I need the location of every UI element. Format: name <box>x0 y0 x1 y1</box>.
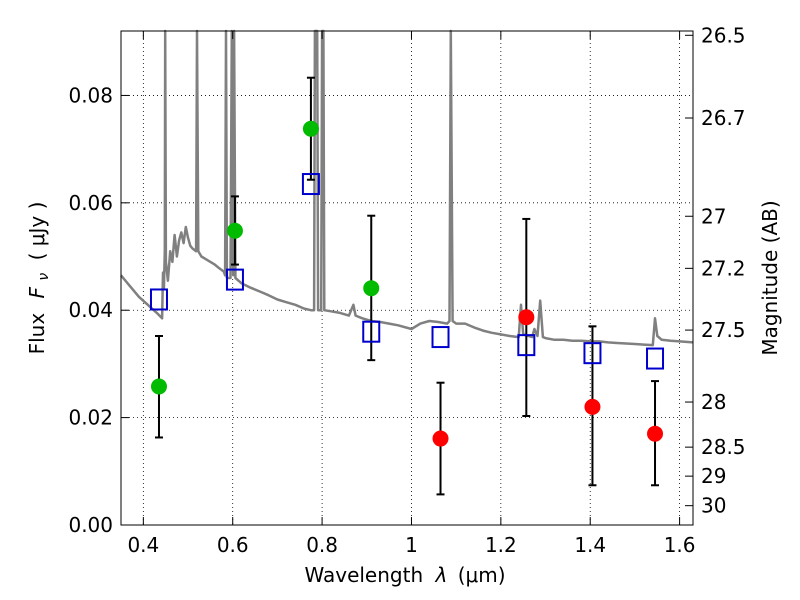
y-axis-title-subscript: ν <box>36 273 52 281</box>
magnitude-axis-title: Magnitude (AB) <box>758 200 782 355</box>
x-tick-label: 1.2 <box>485 533 517 557</box>
red-photometry-point <box>647 425 664 442</box>
x-tick-label: 0.4 <box>127 533 159 557</box>
magnitude-tick-label: 27.2 <box>701 256 746 280</box>
y-tick-label: 0.04 <box>68 298 113 322</box>
green-photometry-point <box>226 222 243 239</box>
magnitude-tick-label: 29 <box>701 464 726 488</box>
x-tick-label: 1.6 <box>664 533 696 557</box>
model-flux-square <box>362 320 381 343</box>
model-flux-square <box>517 334 536 357</box>
marker-layer <box>149 120 665 447</box>
model-flux-square <box>646 347 665 370</box>
y-tick-label: 0.00 <box>68 513 113 537</box>
model-flux-square <box>225 268 244 291</box>
x-tick-label: 1.4 <box>574 533 606 557</box>
y-tick-label: 0.02 <box>68 406 113 430</box>
spectrum-layer <box>120 29 694 347</box>
model-flux-square <box>149 288 168 311</box>
x-axis-title-symbol: λ <box>435 563 448 587</box>
red-photometry-point <box>432 430 449 447</box>
y-axis-title-unit: ( μJy ) <box>25 202 49 261</box>
magnitude-axis-ticks: 26.5 26.7 27 27.2 27.5 28 28.5 29 30 <box>685 23 746 518</box>
y-axis-title-prefix: Flux <box>25 313 49 355</box>
x-axis-title-prefix: Wavelength <box>304 563 423 587</box>
green-photometry-point <box>363 280 380 297</box>
grid <box>121 31 693 526</box>
x-tick-label: 0.8 <box>306 533 338 557</box>
x-tick-label: 1 <box>405 533 418 557</box>
y-axis-ticks: 0.00 0.02 0.04 0.06 0.08 <box>68 83 129 537</box>
model-spectrum-line <box>120 29 694 347</box>
model-flux-square <box>431 326 450 349</box>
magnitude-tick-label: 26.5 <box>701 23 746 47</box>
model-flux-square <box>301 173 320 196</box>
y-axis-title: Flux F ν ( μJy ) <box>25 202 53 355</box>
model-flux-square <box>583 342 602 365</box>
red-photometry-point <box>518 309 535 326</box>
magnitude-tick-label: 28 <box>701 390 726 414</box>
x-tick-label: 0.6 <box>217 533 249 557</box>
x-axis-title: Wavelength λ (μm) <box>304 563 505 587</box>
y-tick-label: 0.06 <box>68 191 113 215</box>
magnitude-tick-label: 27.5 <box>701 318 746 342</box>
red-photometry-point <box>584 398 601 415</box>
green-photometry-point <box>302 120 319 137</box>
green-photometry-point <box>150 378 167 395</box>
y-axis-title-symbol: F <box>25 286 49 298</box>
magnitude-tick-label: 30 <box>701 494 726 518</box>
magnitude-tick-label: 26.7 <box>701 106 746 130</box>
plot-frame <box>120 30 694 526</box>
magnitude-tick-label: 28.5 <box>701 435 746 459</box>
x-axis-title-unit: (μm) <box>458 563 506 587</box>
y-tick-label: 0.08 <box>68 83 113 107</box>
x-axis-ticks: 0.4 0.6 0.8 1 1.2 1.4 1.6 <box>127 31 696 557</box>
magnitude-tick-label: 27 <box>701 204 726 228</box>
